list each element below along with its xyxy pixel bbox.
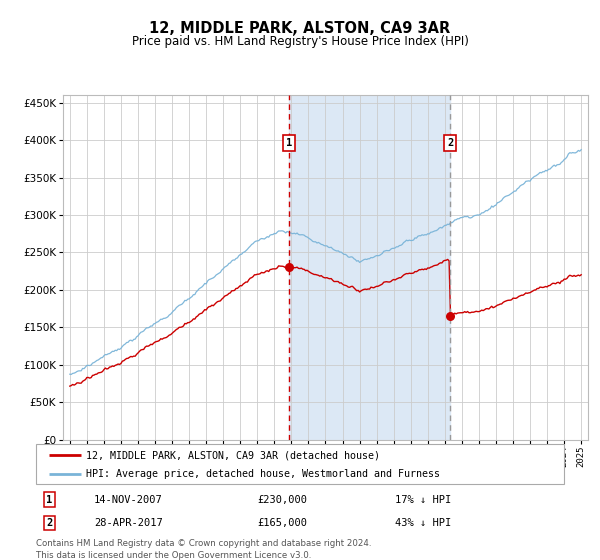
Text: 43% ↓ HPI: 43% ↓ HPI: [395, 518, 451, 528]
Text: £165,000: £165,000: [258, 518, 308, 528]
Text: 1: 1: [46, 494, 52, 505]
Text: 12, MIDDLE PARK, ALSTON, CA9 3AR (detached house): 12, MIDDLE PARK, ALSTON, CA9 3AR (detach…: [86, 450, 380, 460]
Text: Price paid vs. HM Land Registry's House Price Index (HPI): Price paid vs. HM Land Registry's House …: [131, 35, 469, 48]
Text: £230,000: £230,000: [258, 494, 308, 505]
Text: 14-NOV-2007: 14-NOV-2007: [94, 494, 163, 505]
Text: 2: 2: [46, 518, 52, 528]
Text: Contains HM Land Registry data © Crown copyright and database right 2024.
This d: Contains HM Land Registry data © Crown c…: [36, 539, 371, 559]
Text: 1: 1: [286, 138, 292, 148]
Text: 28-APR-2017: 28-APR-2017: [94, 518, 163, 528]
Bar: [289, 95, 451, 440]
Text: HPI: Average price, detached house, Westmorland and Furness: HPI: Average price, detached house, West…: [86, 469, 440, 479]
Text: 2: 2: [448, 138, 454, 148]
Text: 12, MIDDLE PARK, ALSTON, CA9 3AR: 12, MIDDLE PARK, ALSTON, CA9 3AR: [149, 21, 451, 36]
Text: 17% ↓ HPI: 17% ↓ HPI: [395, 494, 451, 505]
FancyBboxPatch shape: [36, 444, 564, 484]
